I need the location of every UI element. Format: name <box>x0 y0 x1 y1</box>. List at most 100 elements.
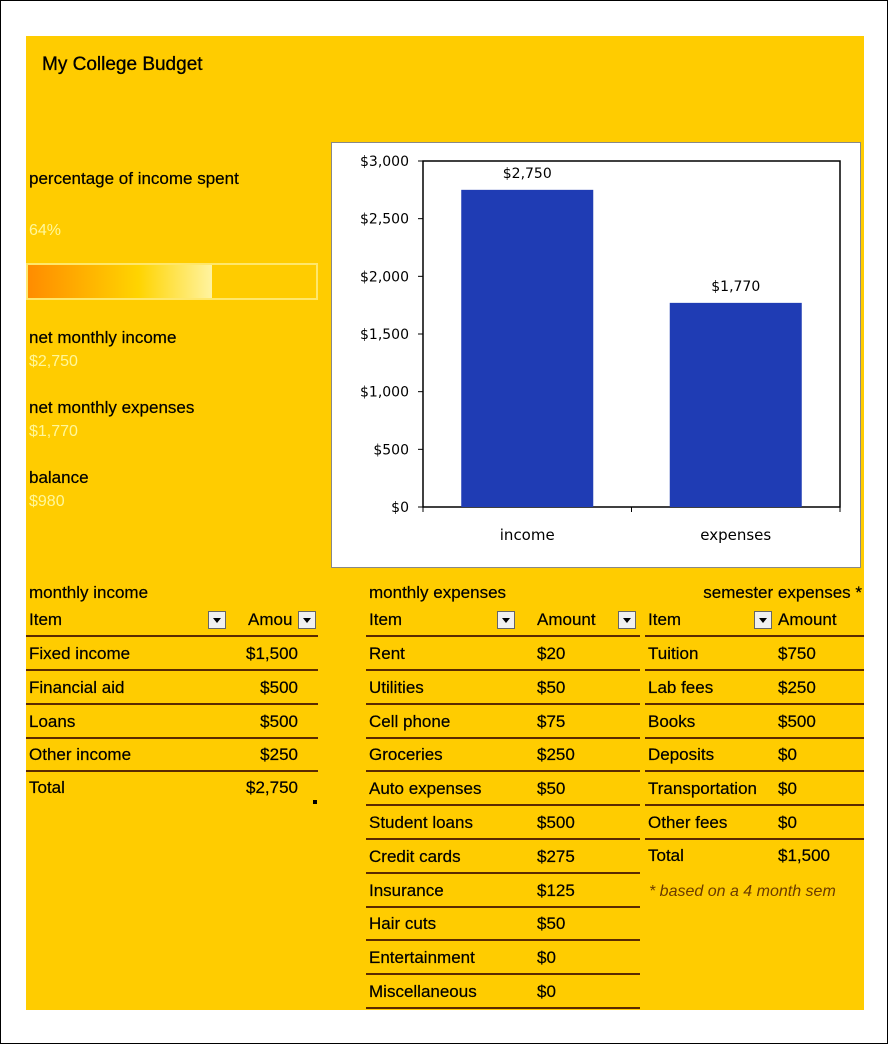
balance-label: balance <box>29 468 89 487</box>
pct-spent-gauge <box>26 263 318 300</box>
semester-col-amount: Amount <box>778 610 837 629</box>
semester-total-value: $1,500 <box>778 846 830 865</box>
pct-spent-gauge-fill <box>28 265 213 298</box>
table-row: Entertainment $0 <box>366 942 640 976</box>
semester-amount-cell[interactable]: $0 <box>778 779 797 799</box>
semester-amount-cell[interactable]: $750 <box>778 644 816 663</box>
net-expenses-value: $1,770 <box>29 423 78 440</box>
semester-item-cell[interactable]: Tuition <box>648 644 699 663</box>
table-row: Fixed income $1,500 <box>26 638 318 671</box>
expenses-col-item: Item <box>369 610 403 629</box>
income-col-amount: Amou <box>248 610 293 629</box>
expenses-item-cell[interactable]: Cell phone <box>369 711 451 731</box>
table-row: Other fees $0 <box>645 807 864 840</box>
semester-item-cell[interactable]: Books <box>648 711 696 731</box>
data-label: $1,770 <box>711 279 760 295</box>
y-tick-label: $500 <box>373 442 409 458</box>
table-row: Transportation $0 <box>645 773 864 807</box>
semester-footnote: * based on a 4 month sem <box>649 883 836 900</box>
expenses-amount-cell[interactable]: $500 <box>537 813 575 832</box>
income-expenses-chart[interactable]: $0 $500 $1,000 $1,500 $2,000 $2,500 $3,000 $2,7… <box>331 142 861 568</box>
expenses-amount-cell[interactable]: $50 <box>537 914 566 934</box>
x-tick-label: expenses <box>700 526 771 544</box>
income-item-cell[interactable]: Fixed income <box>29 644 131 663</box>
income-item-cell[interactable]: Loans <box>29 711 76 731</box>
balance-value: $980 <box>29 493 65 510</box>
expenses-item-cell[interactable]: Utilities <box>369 677 424 697</box>
expenses-amount-cell[interactable]: $75 <box>537 711 566 731</box>
page-title: My College Budget <box>42 54 203 75</box>
table-row: Tuition $750 <box>645 638 864 671</box>
expenses-item-cell[interactable]: Rent <box>369 644 405 663</box>
semester-item-filter-dropdown[interactable] <box>754 611 772 629</box>
table-row: Auto expenses $50 <box>366 773 640 807</box>
expenses-amount-cell[interactable]: $125 <box>537 880 575 900</box>
expenses-item-cell[interactable]: Auto expenses <box>369 779 482 799</box>
table-row: Deposits $0 <box>645 739 864 773</box>
expenses-amount-cell[interactable]: $0 <box>537 948 556 968</box>
income-amount-cell[interactable]: $1,500 <box>246 644 298 663</box>
semester-amount-cell[interactable]: $500 <box>778 711 816 731</box>
semester-amount-cell[interactable]: $250 <box>778 677 816 697</box>
table-row: Books $500 <box>645 706 864 739</box>
expenses-item-cell[interactable]: Miscellaneous <box>369 982 477 1001</box>
table-row: Student loans $500 <box>366 807 640 840</box>
expenses-item-cell[interactable]: Groceries <box>369 745 443 765</box>
income-total-row: Total $2,750 <box>26 772 318 805</box>
y-tick-label: $2,500 <box>360 212 409 228</box>
semester-col-item: Item <box>648 610 682 629</box>
income-item-filter-dropdown[interactable] <box>208 611 226 629</box>
expenses-amount-cell[interactable]: $50 <box>537 677 566 697</box>
semester-total-label: Total <box>648 846 684 865</box>
expenses-amount-filter-dropdown[interactable] <box>618 611 636 629</box>
net-income-label: net monthly income <box>29 328 177 347</box>
y-tick-label: $2,000 <box>360 269 409 285</box>
chart-canvas: $0 $500 $1,000 $1,500 $2,000 $2,500 $3,000 $2,7… <box>360 154 841 544</box>
expenses-amount-cell[interactable]: $50 <box>537 779 566 799</box>
y-tick-label: $3,000 <box>360 154 409 170</box>
income-amount-cell[interactable]: $500 <box>260 711 298 731</box>
y-tick-label: $0 <box>391 500 409 516</box>
income-amount-filter-dropdown[interactable] <box>298 611 316 629</box>
income-heading: monthly income <box>29 583 149 602</box>
expenses-amount-cell[interactable]: $250 <box>537 745 575 765</box>
expenses-amount-cell[interactable]: $20 <box>537 644 566 663</box>
semester-amount-cell[interactable]: $0 <box>778 813 797 832</box>
bar-income <box>461 189 594 508</box>
expenses-item-cell[interactable]: Entertainment <box>369 948 475 968</box>
table-row: Insurance $125 <box>366 875 640 908</box>
semester-heading: semester expenses * <box>703 583 862 602</box>
expenses-item-cell[interactable]: Hair cuts <box>369 914 437 934</box>
semester-item-cell[interactable]: Other fees <box>648 813 728 832</box>
table-row: Credit cards $275 <box>366 841 640 874</box>
semester-header-row: Item Amount <box>645 604 864 637</box>
table-row: Rent $20 <box>366 638 640 671</box>
expenses-item-filter-dropdown[interactable] <box>497 611 515 629</box>
expenses-amount-cell[interactable]: $275 <box>537 846 575 866</box>
table-row: Groceries $250 <box>366 739 640 773</box>
table-row: Lab fees $250 <box>645 672 864 705</box>
semester-item-cell[interactable]: Deposits <box>648 745 715 765</box>
semester-item-cell[interactable]: Transportation <box>648 779 757 799</box>
table-row: Loans $500 <box>26 706 318 739</box>
table-resize-handle[interactable] <box>313 800 317 804</box>
income-amount-cell[interactable]: $500 <box>260 677 298 697</box>
table-row: Financial aid $500 <box>26 672 318 705</box>
semester-item-cell[interactable]: Lab fees <box>648 677 714 697</box>
data-label: $2,750 <box>503 166 552 182</box>
expenses-item-cell[interactable]: Credit cards <box>369 846 461 866</box>
expenses-item-cell[interactable]: Insurance <box>369 880 444 900</box>
net-expenses-label: net monthly expenses <box>29 398 195 417</box>
table-row: Utilities $50 <box>366 672 640 705</box>
income-col-item: Item <box>29 610 63 629</box>
income-header-row: Item Amou <box>26 604 318 637</box>
expenses-amount-cell[interactable]: $0 <box>537 982 556 1001</box>
income-amount-cell[interactable]: $250 <box>260 745 298 765</box>
expenses-item-cell[interactable]: Student loans <box>369 813 473 832</box>
semester-amount-cell[interactable]: $0 <box>778 745 797 765</box>
y-tick-label: $1,000 <box>360 385 409 401</box>
income-item-cell[interactable]: Financial aid <box>29 677 125 697</box>
table-row: Other income $250 <box>26 739 318 773</box>
income-item-cell[interactable]: Other income <box>29 745 132 765</box>
bar-expenses <box>669 302 802 507</box>
